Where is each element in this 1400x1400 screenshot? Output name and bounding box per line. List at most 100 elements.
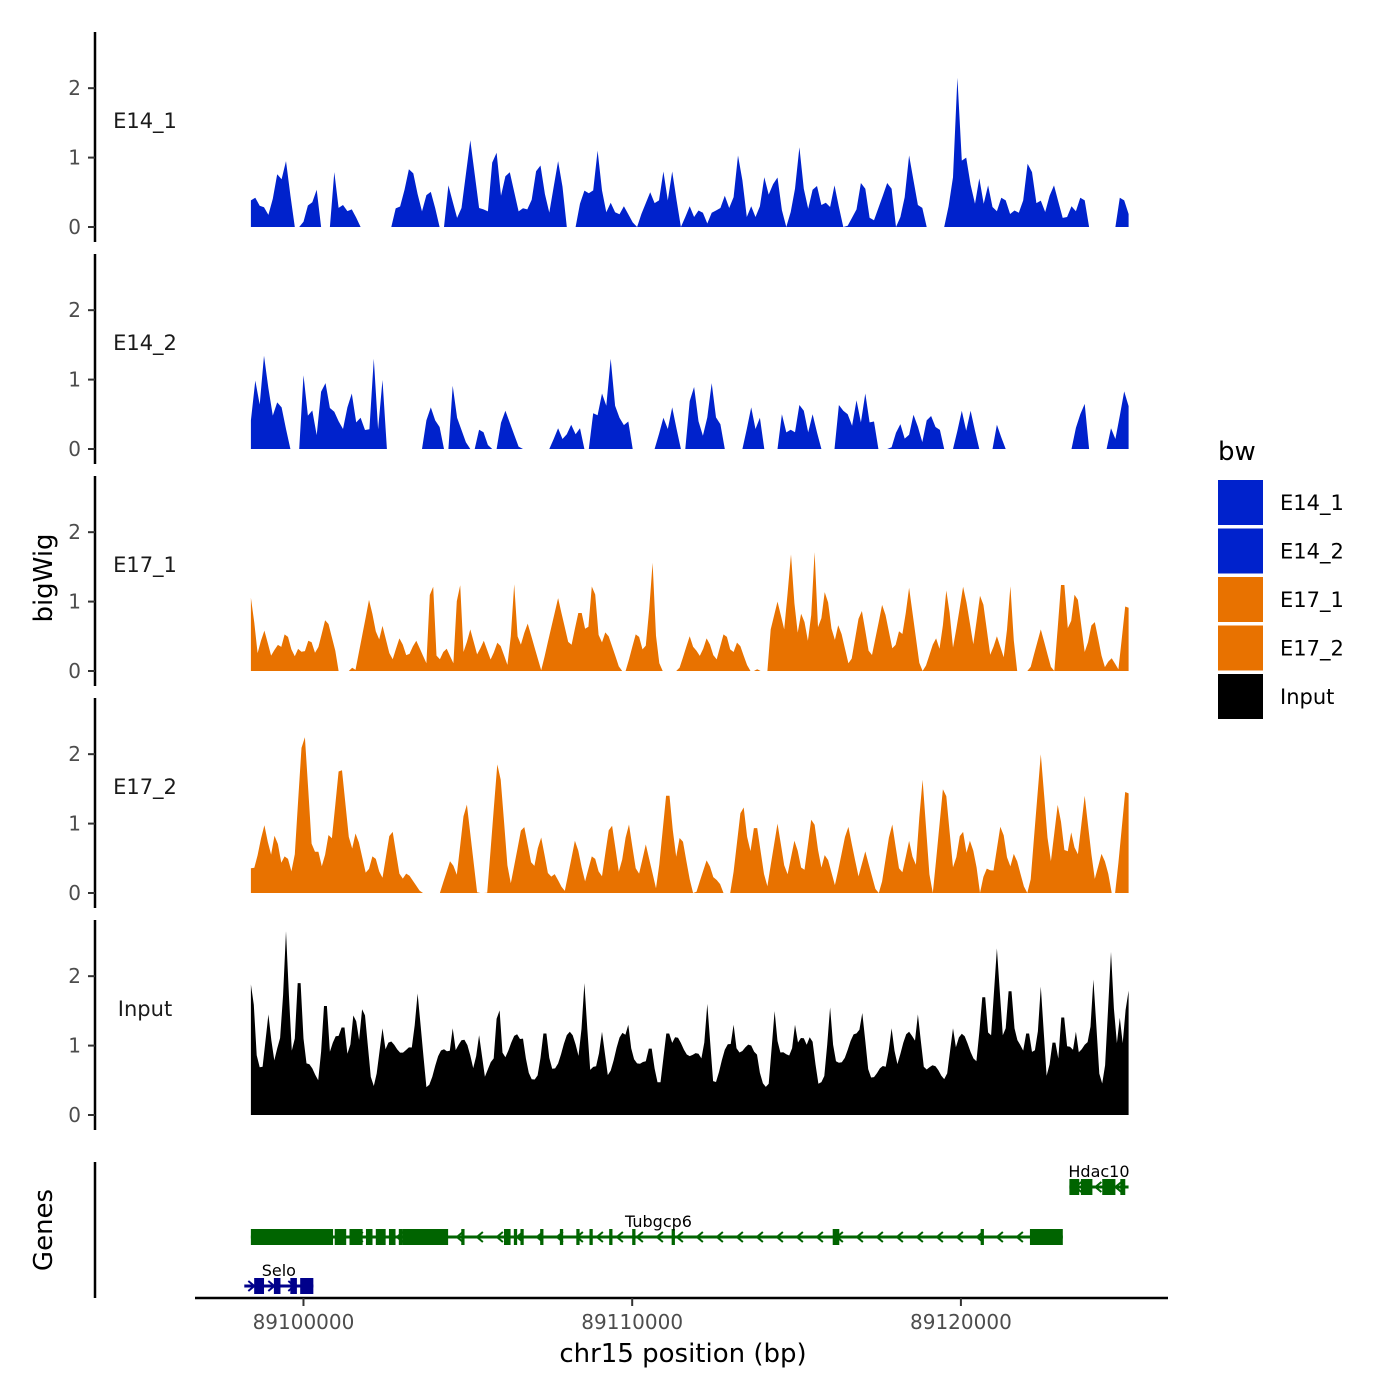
y-tick-label: 0 xyxy=(68,1103,81,1127)
strand-chevron xyxy=(475,1231,484,1243)
panel-label-Input: Input xyxy=(118,997,172,1021)
strand-chevron xyxy=(875,1231,884,1243)
gene-exon xyxy=(349,1229,363,1245)
legend-label-E14_2: E14_2 xyxy=(1280,540,1344,565)
gene-Tubgcp6: Tubgcp6 xyxy=(250,1212,1063,1245)
panel-Input: 0 1 2 Input xyxy=(68,920,1129,1130)
gene-exon xyxy=(334,1229,347,1245)
legend-label-E17_2: E17_2 xyxy=(1280,637,1344,662)
strand-chevron xyxy=(655,1231,664,1243)
gene-exon xyxy=(513,1229,518,1245)
gene-exon xyxy=(503,1229,511,1245)
strand-chevron xyxy=(715,1231,724,1243)
signal-panels: 0 1 2 E14_1 0 1 2 E14_2 0 1 2 E17_1 0 1 2 E17_2 0 1 2 Input xyxy=(68,32,1129,1130)
y-tick-label: 2 xyxy=(68,964,81,988)
strand-chevron xyxy=(595,1231,604,1243)
gene-exon xyxy=(388,1229,396,1245)
y-tick-label: 1 xyxy=(68,590,81,614)
gene-exon xyxy=(632,1229,636,1245)
gene-exon xyxy=(980,1229,984,1245)
strand-chevron xyxy=(755,1231,764,1243)
x-tick-label: 89110000 xyxy=(581,1310,683,1334)
panel-label-E17_2: E17_2 xyxy=(113,775,177,800)
legend-key-E17_2 xyxy=(1218,625,1263,671)
gene-exon xyxy=(559,1229,564,1245)
y-tick-label: 2 xyxy=(68,742,81,766)
y-tick-label: 2 xyxy=(68,298,81,322)
y-tick-label: 1 xyxy=(68,146,81,170)
legend-key-Input xyxy=(1218,674,1263,719)
genes-track: Hdac10 Tubgcp6 Selo xyxy=(93,1162,1130,1298)
legend-key-E17_1 xyxy=(1218,577,1263,622)
y-axis-title: bigWig xyxy=(29,533,59,622)
gene-exon xyxy=(540,1229,544,1245)
legend-title: bw xyxy=(1218,437,1256,467)
strand-chevron xyxy=(615,1231,624,1243)
y-tick-label: 2 xyxy=(68,520,81,544)
strand-chevron xyxy=(695,1231,704,1243)
legend-label-E17_1: E17_1 xyxy=(1280,588,1344,613)
gene-exon xyxy=(402,1229,449,1245)
y-tick-label: 0 xyxy=(68,437,81,461)
gene-exon xyxy=(398,1229,403,1245)
panel-label-E17_1: E17_1 xyxy=(113,553,177,578)
gene-exon xyxy=(1069,1179,1080,1195)
gene-exon xyxy=(254,1278,265,1294)
x-tick-label: 89120000 xyxy=(910,1310,1012,1334)
signal-area-E17_2 xyxy=(250,737,1129,893)
strand-chevron xyxy=(995,1231,1004,1243)
strand-chevron xyxy=(1093,1181,1103,1193)
strand-chevron xyxy=(915,1231,924,1243)
strand-chevron xyxy=(855,1231,864,1243)
gene-exon xyxy=(1102,1179,1116,1195)
gene-Selo: Selo xyxy=(244,1261,314,1294)
legend: bw E14_1 E14_2 E17_1 E17_2 Input xyxy=(1218,437,1344,719)
legend-key-E14_2 xyxy=(1218,528,1263,574)
legend-label-Input: Input xyxy=(1280,685,1334,709)
strand-chevron xyxy=(775,1231,784,1243)
x-axis-title: chr15 position (bp) xyxy=(559,1339,806,1369)
gene-label-Selo: Selo xyxy=(262,1261,296,1280)
gene-exon xyxy=(250,1229,334,1245)
strand-chevron xyxy=(935,1231,944,1243)
signal-area-Input xyxy=(250,931,1129,1115)
panel-label-E14_1: E14_1 xyxy=(113,109,177,134)
legend-label-E14_1: E14_1 xyxy=(1280,491,1344,516)
panel-E17_2: 0 1 2 E17_2 xyxy=(68,698,1129,908)
strand-chevron xyxy=(815,1231,824,1243)
y-tick-label: 0 xyxy=(68,881,81,905)
gene-exon xyxy=(589,1229,593,1245)
gene-exon xyxy=(365,1229,373,1245)
gene-exon xyxy=(1120,1179,1126,1195)
y-tick-label: 1 xyxy=(68,368,81,392)
panel-E14_1: 0 1 2 E14_1 xyxy=(68,32,1129,242)
gene-exon xyxy=(290,1278,297,1294)
gene-exon xyxy=(273,1278,281,1294)
strand-chevron xyxy=(455,1231,464,1243)
y-tick-label: 1 xyxy=(68,1034,81,1058)
gene-exon xyxy=(576,1229,580,1245)
signal-area-E17_1 xyxy=(250,552,1129,671)
y-tick-label: 1 xyxy=(68,812,81,836)
gene-exon xyxy=(609,1229,613,1245)
y-tick-label: 0 xyxy=(68,659,81,683)
x-tick-label: 89100000 xyxy=(253,1310,355,1334)
signal-area-E14_2 xyxy=(250,355,1129,449)
gene-exon xyxy=(671,1229,675,1245)
gene-Hdac10: Hdac10 xyxy=(1068,1162,1130,1195)
gene-exon xyxy=(461,1229,465,1245)
strand-chevron xyxy=(955,1231,964,1243)
gene-label-Hdac10: Hdac10 xyxy=(1068,1162,1129,1181)
gene-exon xyxy=(832,1229,840,1245)
strand-chevron xyxy=(495,1231,504,1243)
strand-chevron xyxy=(895,1231,904,1243)
signal-area-E14_1 xyxy=(250,77,1129,227)
gene-exon xyxy=(300,1278,314,1294)
x-axis: 89100000 89110000 89120000 xyxy=(195,1296,1168,1334)
strand-chevron xyxy=(635,1231,644,1243)
strand-chevron xyxy=(795,1231,804,1243)
strand-chevron xyxy=(675,1231,684,1243)
y-tick-label: 0 xyxy=(68,215,81,239)
gene-exon xyxy=(1080,1179,1093,1195)
